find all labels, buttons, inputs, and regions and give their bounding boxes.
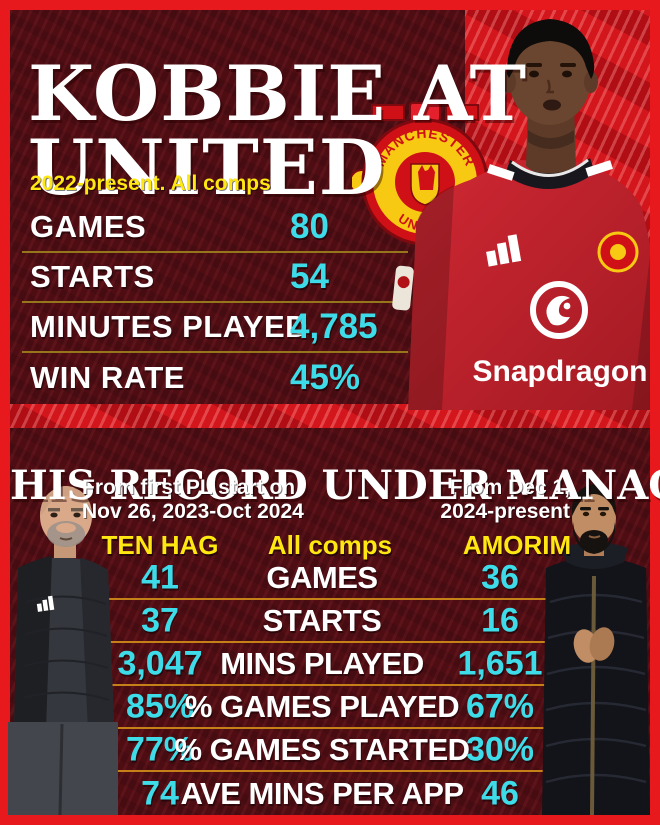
amorim-value: 30%: [465, 730, 535, 768]
table-row: 3,047 MINS PLAYED 1,651: [55, 643, 600, 686]
ten-hag-value: 77%: [125, 730, 195, 768]
table-row: MINUTES PLAYED 4,785: [22, 303, 408, 353]
sleeve-badge-icon: [392, 265, 414, 311]
stat-label: AVE MINS PER APP: [180, 775, 464, 811]
stat-value: 45%: [290, 358, 361, 397]
column-header-all-comps: All comps: [267, 530, 393, 560]
amorim-value: 67%: [465, 687, 535, 725]
chest-crest-icon: [597, 231, 639, 273]
table-row: GAMES 80: [22, 203, 408, 253]
note-line: 2024-present: [440, 499, 570, 523]
player-photo: Snapdragon: [392, 10, 650, 410]
stat-label: MINUTES PLAYED: [30, 309, 309, 344]
stat-label: % GAMES PLAYED: [184, 688, 460, 724]
amorim-value: 46: [481, 774, 519, 812]
ten-hag-value: 85%: [125, 687, 195, 725]
stat-value: 54: [290, 257, 329, 296]
title-line-2: UNITED: [28, 122, 386, 212]
stat-value: 80: [290, 207, 329, 246]
table-row: WIN RATE 45%: [22, 353, 408, 403]
amorim-photo: [542, 466, 650, 815]
managers-table: 41 GAMES 36 37 STARTS 16 3,047 MINS PLAY…: [55, 557, 600, 815]
devil-icon: [418, 165, 435, 190]
career-stats-table: GAMES 80 STARTS 54 MINUTES PLAYED 4,785 …: [22, 203, 408, 403]
table-row: 37 STARTS 16: [55, 600, 600, 643]
table-row: 85% % GAMES PLAYED 67%: [55, 686, 600, 729]
adidas-logo-icon: [486, 234, 522, 267]
ten-hag-value: 3,047: [117, 644, 203, 682]
note-line: From Dec 1,: [449, 476, 570, 499]
table-row: STARTS 54: [22, 253, 408, 303]
stat-label: % GAMES STARTED: [174, 731, 470, 767]
table-row: 41 GAMES 36: [55, 557, 600, 600]
stat-label: GAMES: [30, 209, 147, 244]
section-title: HIS RECORD UNDER MANAGERS: [10, 462, 660, 510]
ten-hag-period-note: From first PL start on Nov 26, 2023-Oct …: [82, 476, 304, 523]
amorim-value: 36: [481, 558, 519, 596]
note-line: Nov 26, 2023-Oct 2024: [82, 499, 304, 523]
note-line: From first PL start on: [82, 476, 296, 499]
page-title: KOBBIE AT UNITED: [28, 48, 527, 212]
column-header-ten-hag: TEN HAG: [101, 530, 219, 560]
ten-hag-value: 37: [141, 601, 179, 639]
stat-label: WIN RATE: [30, 360, 185, 395]
stat-label: GAMES: [266, 559, 378, 595]
table-row: 74 AVE MINS PER APP 46: [55, 772, 600, 815]
column-header-amorim: AMORIM: [462, 530, 572, 560]
table-row: 77% % GAMES STARTED 30%: [55, 729, 600, 772]
subtitle: 2022-present. All comps: [30, 172, 271, 195]
stat-label: STARTS: [262, 602, 382, 638]
amorim-value: 1,651: [457, 644, 543, 682]
clapping-hands: [573, 627, 615, 663]
amorim-value: 16: [481, 601, 519, 639]
amorim-period-note: From Dec 1, 2024-present: [388, 476, 570, 523]
snapdragon-logo-icon: [530, 281, 588, 339]
ten-hag-value: 74: [141, 774, 179, 812]
title-line-1: KOBBIE AT: [28, 48, 527, 138]
sponsor-wordmark: Snapdragon: [472, 355, 647, 388]
adidas-logo-icon: [36, 595, 55, 612]
ten-hag-value: 41: [141, 558, 179, 596]
stat-label: MINS PLAYED: [220, 645, 424, 681]
ten-hag-photo: [8, 472, 118, 815]
stat-label: STARTS: [30, 259, 155, 294]
stat-value: 4,785: [290, 307, 378, 346]
